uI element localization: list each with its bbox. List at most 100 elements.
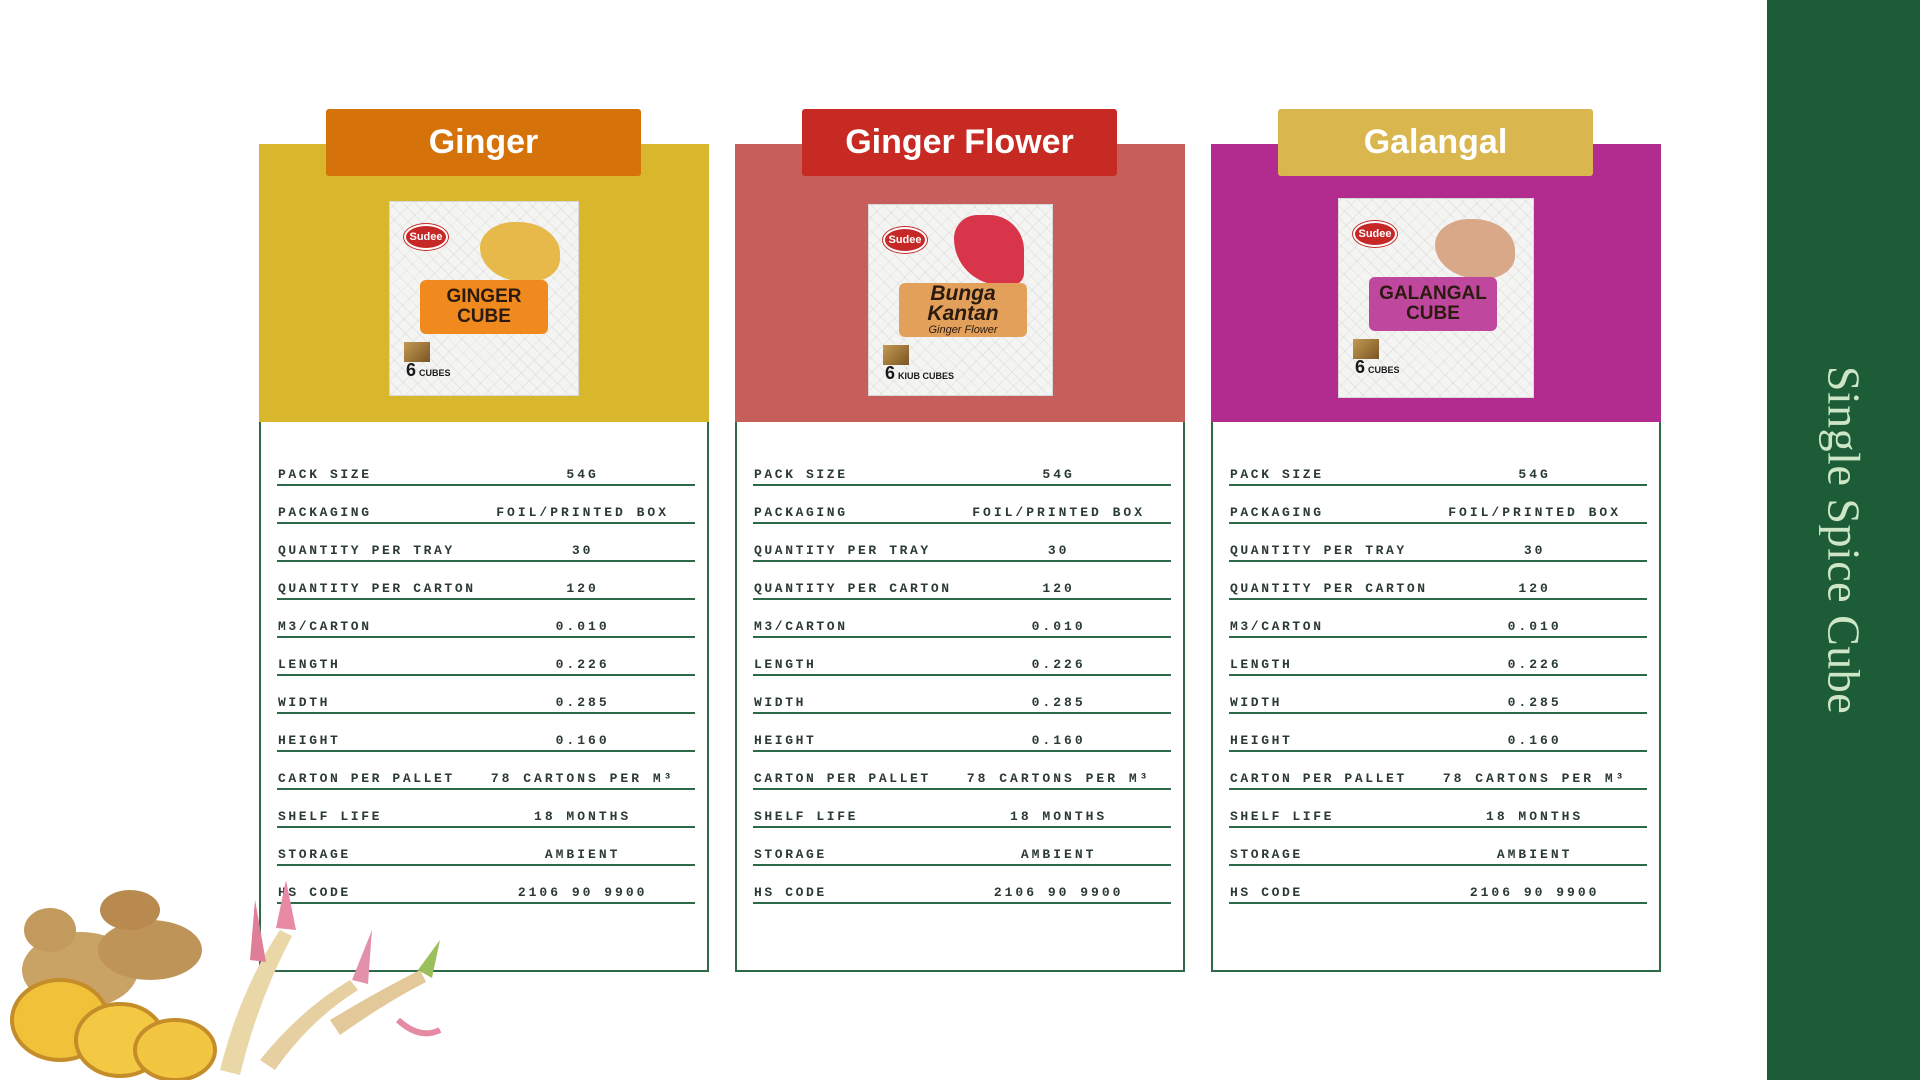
spec-value: 0.226 xyxy=(945,637,1171,676)
product-card-ginger: Ginger Sudee GINGER CUBE 6 CUBES PACK SIZ… xyxy=(259,109,709,972)
product-pack-image: Sudee GALANGAL CUBE 6 CUBES xyxy=(1338,198,1534,398)
spec-row: SHELF LIFE 18 MONTHS xyxy=(753,789,1171,828)
spec-row: M3/CARTON 0.010 xyxy=(1229,599,1647,638)
spec-rows: PACK SIZE 54G PACKAGING FOIL/PRINTED BOX QUA… xyxy=(1229,448,1647,904)
spec-value: 120 xyxy=(945,561,1171,600)
spec-row: QUANTITY PER TRAY 30 xyxy=(1229,523,1647,562)
spec-value: 78 CARTONS PER M³ xyxy=(1421,751,1647,790)
pack-count: 6 CUBES xyxy=(1355,357,1400,377)
spec-row: WIDTH 0.285 xyxy=(277,675,695,714)
spec-value: 0.160 xyxy=(469,713,695,752)
spec-label: LENGTH xyxy=(753,637,946,676)
product-pack-image: Sudee Bunga Kantan Ginger Flower 6 KIUB C… xyxy=(868,204,1053,396)
spec-value: FOIL/PRINTED BOX xyxy=(469,485,695,524)
sidebar-title: Single Spice Cube xyxy=(1818,365,1869,715)
spec-label: SHELF LIFE xyxy=(277,789,470,828)
spec-value: AMBIENT xyxy=(469,827,695,866)
spec-label: QUANTITY PER TRAY xyxy=(753,523,946,562)
spec-value: FOIL/PRINTED BOX xyxy=(1421,485,1647,524)
spec-row: PACK SIZE 54G xyxy=(277,448,695,486)
spec-value: 0.285 xyxy=(469,675,695,714)
spec-value: 30 xyxy=(1421,523,1647,562)
spec-row: SHELF LIFE 18 MONTHS xyxy=(1229,789,1647,828)
spec-label: WIDTH xyxy=(753,675,946,714)
spec-row: M3/CARTON 0.010 xyxy=(753,599,1171,638)
spec-row: QUANTITY PER CARTON 120 xyxy=(753,561,1171,600)
spec-row: CARTON PER PALLET 78 CARTONS PER M³ xyxy=(277,751,695,790)
cube-icon xyxy=(883,345,909,365)
spec-label: LENGTH xyxy=(1229,637,1422,676)
spec-label: QUANTITY PER CARTON xyxy=(1229,561,1425,600)
spec-rows: PACK SIZE 54G PACKAGING FOIL/PRINTED BOX QUA… xyxy=(753,448,1171,904)
spec-value: 0.010 xyxy=(945,599,1171,638)
pack-label: GALANGAL CUBE xyxy=(1369,277,1497,331)
spec-value: 2106 90 9900 xyxy=(469,865,695,904)
spec-label: M3/CARTON xyxy=(753,599,946,638)
spec-label: QUANTITY PER CARTON xyxy=(277,561,473,600)
sidebar: Single Spice Cube xyxy=(1767,0,1920,1080)
spec-value: AMBIENT xyxy=(945,827,1171,866)
pack-label: GINGER CUBE xyxy=(420,280,548,334)
spec-value: 0.226 xyxy=(469,637,695,676)
spec-row: PACK SIZE 54G xyxy=(1229,448,1647,486)
spec-label: QUANTITY PER CARTON xyxy=(753,561,949,600)
spec-label: PACK SIZE xyxy=(753,448,946,486)
spec-label: HEIGHT xyxy=(753,713,946,752)
pack-label-line1: GINGER xyxy=(446,286,522,307)
pack-label-line1: Bunga Kantan xyxy=(927,281,999,325)
spec-value: 54G xyxy=(1421,448,1647,486)
spec-row: PACK SIZE 54G xyxy=(753,448,1171,486)
cube-icon xyxy=(1353,339,1379,359)
spec-label: WIDTH xyxy=(277,675,470,714)
spec-label: SHELF LIFE xyxy=(1229,789,1422,828)
spec-row: QUANTITY PER CARTON 120 xyxy=(277,561,695,600)
spec-value: 54G xyxy=(945,448,1171,486)
card-title-tab: Galangal xyxy=(1278,109,1593,176)
spec-row: STORAGE AMBIENT xyxy=(753,827,1171,866)
spec-label: CARTON PER PALLET xyxy=(753,751,946,790)
spec-label: STORAGE xyxy=(1229,827,1422,866)
spec-row: QUANTITY PER TRAY 30 xyxy=(277,523,695,562)
spec-row: HS CODE 2106 90 9900 xyxy=(1229,865,1647,904)
spec-row: WIDTH 0.285 xyxy=(753,675,1171,714)
spec-label: HS CODE xyxy=(753,865,946,904)
spec-label: M3/CARTON xyxy=(277,599,470,638)
spec-label: HEIGHT xyxy=(1229,713,1422,752)
pack-count: 6 KIUB CUBES xyxy=(885,363,955,383)
spec-value: 18 MONTHS xyxy=(945,789,1171,828)
spec-row: PACKAGING FOIL/PRINTED BOX xyxy=(1229,485,1647,524)
spec-label: PACK SIZE xyxy=(277,448,470,486)
spec-row: PACKAGING FOIL/PRINTED BOX xyxy=(277,485,695,524)
spec-label: PACK SIZE xyxy=(1229,448,1422,486)
cube-icon xyxy=(404,342,430,362)
spec-row: PACKAGING FOIL/PRINTED BOX xyxy=(753,485,1171,524)
spec-row: QUANTITY PER TRAY 30 xyxy=(753,523,1171,562)
spec-value: 18 MONTHS xyxy=(469,789,695,828)
spec-label: HS CODE xyxy=(277,865,470,904)
spec-panel: PACK SIZE 54G PACKAGING FOIL/PRINTED BOX QUA… xyxy=(259,422,709,972)
spec-table: PACK SIZE 54G PACKAGING FOIL/PRINTED BOX QUA… xyxy=(277,448,695,904)
pack-label-line1: GALANGAL xyxy=(1379,283,1487,304)
spec-label: WIDTH xyxy=(1229,675,1422,714)
brand-logo: Sudee xyxy=(883,227,927,253)
spec-label: HEIGHT xyxy=(277,713,470,752)
produce-illustration xyxy=(480,222,560,282)
spec-value: 78 CARTONS PER M³ xyxy=(469,751,695,790)
spec-value: 0.285 xyxy=(945,675,1171,714)
spec-value: 30 xyxy=(469,523,695,562)
spec-row: HEIGHT 0.160 xyxy=(753,713,1171,752)
spec-row: M3/CARTON 0.010 xyxy=(277,599,695,638)
spec-value: 2106 90 9900 xyxy=(945,865,1171,904)
spec-row: LENGTH 0.226 xyxy=(753,637,1171,676)
spec-value: 0.010 xyxy=(469,599,695,638)
galangal-root-icon xyxy=(220,880,442,1075)
card-title-tab: Ginger Flower xyxy=(802,109,1117,176)
brand-logo: Sudee xyxy=(1353,221,1397,247)
produce-illustration xyxy=(1435,219,1515,279)
spec-label: QUANTITY PER TRAY xyxy=(1229,523,1422,562)
pack-label-line2: CUBE xyxy=(457,306,511,327)
spec-row: WIDTH 0.285 xyxy=(1229,675,1647,714)
spec-rows: PACK SIZE 54G PACKAGING FOIL/PRINTED BOX QUA… xyxy=(277,448,695,904)
spec-label: STORAGE xyxy=(753,827,946,866)
spec-label: M3/CARTON xyxy=(1229,599,1422,638)
